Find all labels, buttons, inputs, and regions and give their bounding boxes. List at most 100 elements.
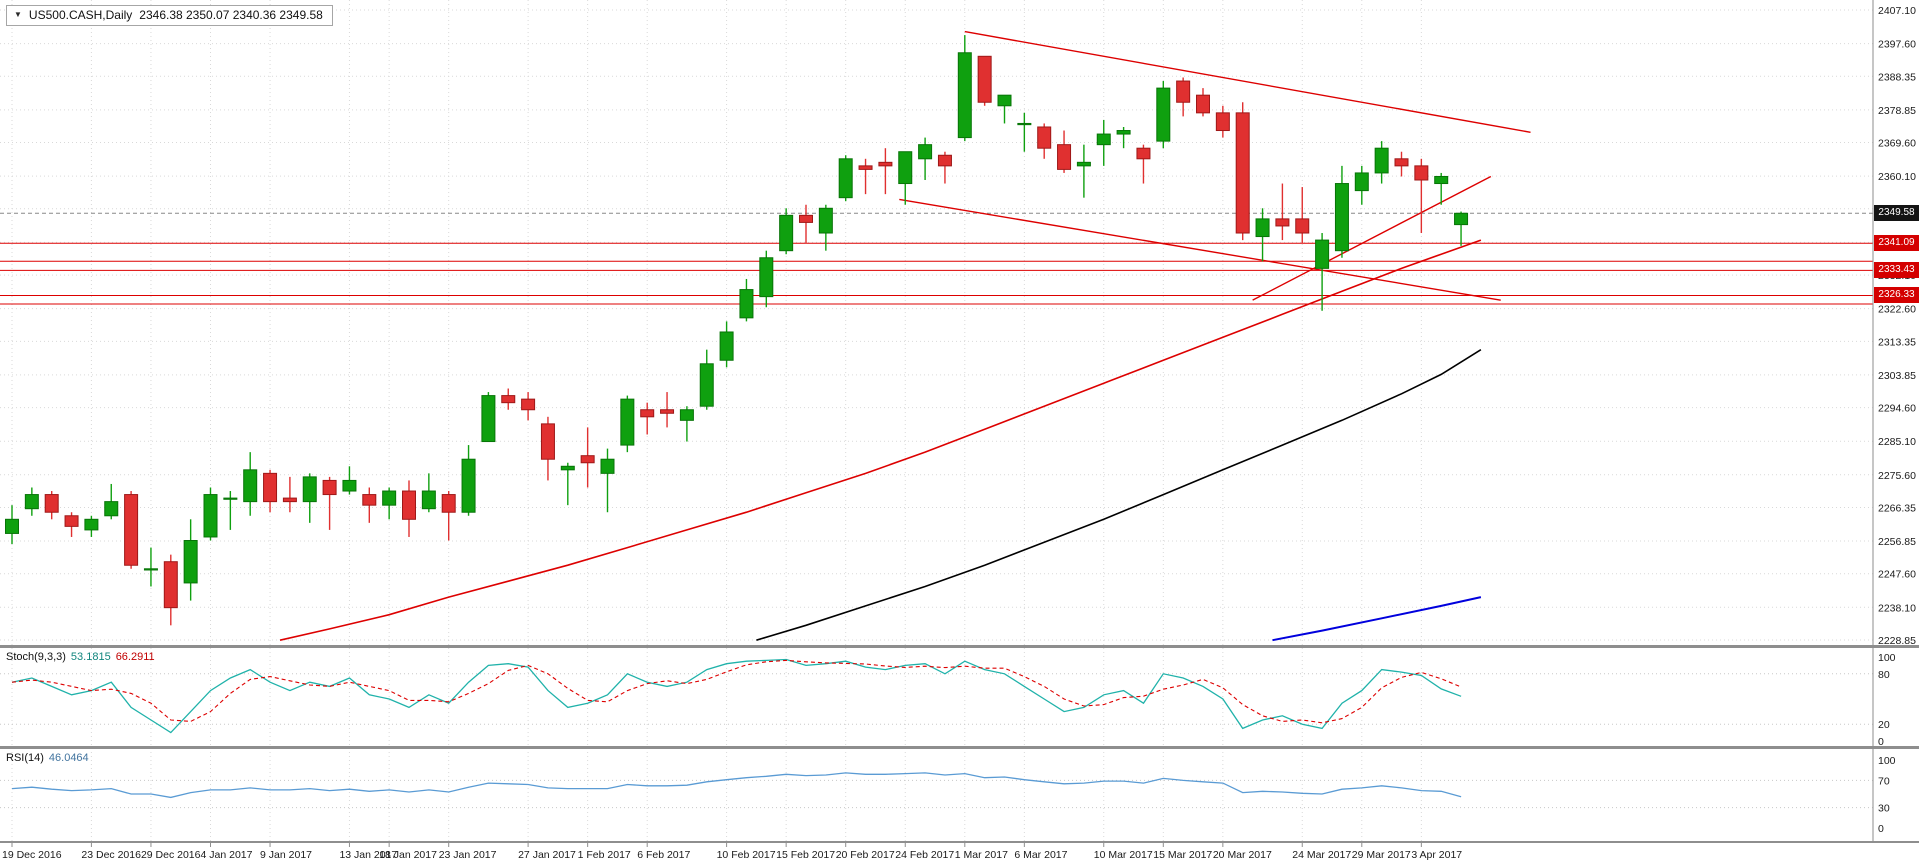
candle-body xyxy=(521,398,536,411)
candle xyxy=(937,151,952,184)
date-axis-label: 10 Feb 2017 xyxy=(717,849,776,861)
dropdown-arrow-icon[interactable]: ▼ xyxy=(14,10,22,19)
candle-body xyxy=(1017,122,1032,126)
candle xyxy=(600,448,615,513)
candle xyxy=(163,554,178,626)
panel-separator[interactable] xyxy=(0,746,1919,749)
candle-body xyxy=(1295,218,1310,234)
price-axis-label: 2322.60 xyxy=(1878,304,1916,316)
trendline[interactable] xyxy=(1252,175,1492,301)
ma-black-line[interactable] xyxy=(756,349,1482,641)
stoch-scale-label: 100 xyxy=(1878,652,1896,664)
candle-body xyxy=(1414,165,1429,181)
candle-body xyxy=(124,494,139,566)
stoch-scale-label: 20 xyxy=(1878,719,1890,731)
candle-body xyxy=(580,455,595,464)
candle-body xyxy=(759,257,774,298)
candles xyxy=(5,35,1469,626)
candle xyxy=(898,151,913,205)
grid xyxy=(0,0,1873,842)
candle xyxy=(203,487,218,541)
candle xyxy=(64,512,79,537)
panel-separator[interactable] xyxy=(0,841,1919,843)
candle-body xyxy=(620,398,635,446)
candle xyxy=(977,55,992,106)
candle-body xyxy=(44,494,59,513)
candle xyxy=(1374,141,1389,184)
candle-body xyxy=(24,494,39,510)
ma-red-line[interactable] xyxy=(279,239,1482,641)
price-level-badge: 2326.33 xyxy=(1874,287,1919,304)
rsi-scale-label: 100 xyxy=(1878,755,1896,767)
candle-body xyxy=(163,561,178,609)
date-axis-label: 9 Jan 2017 xyxy=(260,849,312,861)
candle-body xyxy=(918,144,933,160)
trendline[interactable] xyxy=(899,198,1501,301)
candle-body xyxy=(461,458,476,513)
date-axis-label: 18 Jan 2017 xyxy=(379,849,437,861)
candle-body xyxy=(799,214,813,223)
candle xyxy=(1136,144,1151,184)
date-axis-label: 1 Feb 2017 xyxy=(578,849,631,861)
date-axis-label: 1 Mar 2017 xyxy=(955,849,1008,861)
candle xyxy=(918,137,933,181)
chart-title-overlay[interactable]: ▼ US500.CASH,Daily 2346.38 2350.07 2340.… xyxy=(6,5,333,26)
candle-body xyxy=(1454,212,1469,226)
candle-body xyxy=(679,409,694,421)
date-axis-label: 29 Dec 2016 xyxy=(141,849,201,861)
candle-body xyxy=(342,479,357,492)
candle-body xyxy=(362,494,377,506)
candle xyxy=(640,402,655,435)
price-axis-label: 2285.10 xyxy=(1878,436,1916,448)
date-axis-label: 24 Mar 2017 xyxy=(1292,849,1351,861)
candle xyxy=(481,392,496,443)
candle xyxy=(1334,165,1349,258)
ma-blue-line[interactable] xyxy=(1272,596,1482,642)
price-axis-label: 2247.60 xyxy=(1878,569,1916,581)
candle xyxy=(402,480,416,537)
candle-body xyxy=(1156,87,1171,142)
stoch-main-line[interactable] xyxy=(11,658,1462,734)
candle-body xyxy=(600,458,615,474)
date-axis-label: 23 Jan 2017 xyxy=(439,849,497,861)
date-axis-label: 13 Jan 2017 xyxy=(339,849,397,861)
time-axis[interactable]: 19 Dec 2016 23 Dec 2016 29 Dec 2016 4 Jan 2… xyxy=(2,843,1462,861)
candle xyxy=(263,469,278,513)
candle-body xyxy=(1315,239,1330,269)
candle xyxy=(501,388,516,410)
rsi-value: 46.0464 xyxy=(48,752,89,764)
price-axis-label: 2303.85 xyxy=(1878,370,1916,382)
candle xyxy=(1394,151,1409,177)
candle xyxy=(143,547,158,587)
price-axis[interactable]: 2407.10 2397.60 2388.35 2378.85 2369.60 2360.… xyxy=(1878,5,1916,835)
trendline[interactable] xyxy=(964,30,1531,133)
candle-body xyxy=(1434,175,1449,185)
candle-body xyxy=(739,289,754,319)
stoch-signal-line[interactable] xyxy=(11,659,1462,724)
date-axis-label: 27 Jan 2017 xyxy=(518,849,576,861)
rsi-scale-label: 0 xyxy=(1878,823,1884,835)
price-axis-label: 2275.60 xyxy=(1878,470,1916,482)
candle-body xyxy=(1255,218,1270,238)
candle-body xyxy=(421,490,436,510)
candle-body xyxy=(977,55,992,103)
candle xyxy=(382,487,397,520)
rsi-indicator-label: RSI(14) 46.0464 xyxy=(6,752,89,764)
candle-body xyxy=(719,331,734,361)
candle-body xyxy=(402,490,416,520)
candle xyxy=(521,392,536,421)
date-axis-label: 29 Mar 2017 xyxy=(1352,849,1411,861)
candle xyxy=(1414,158,1429,234)
candle xyxy=(44,491,59,520)
rsi-line[interactable] xyxy=(11,772,1462,799)
ohlc-values-label: 2346.38 2350.07 2340.36 2349.58 xyxy=(139,8,323,22)
candle xyxy=(799,204,813,244)
candle xyxy=(104,483,119,520)
date-axis-label: 24 Feb 2017 xyxy=(895,849,954,861)
stoch-scale-label: 80 xyxy=(1878,669,1890,681)
candle-body xyxy=(937,154,952,167)
candle-body xyxy=(858,165,873,170)
panel-separator[interactable] xyxy=(0,645,1919,648)
